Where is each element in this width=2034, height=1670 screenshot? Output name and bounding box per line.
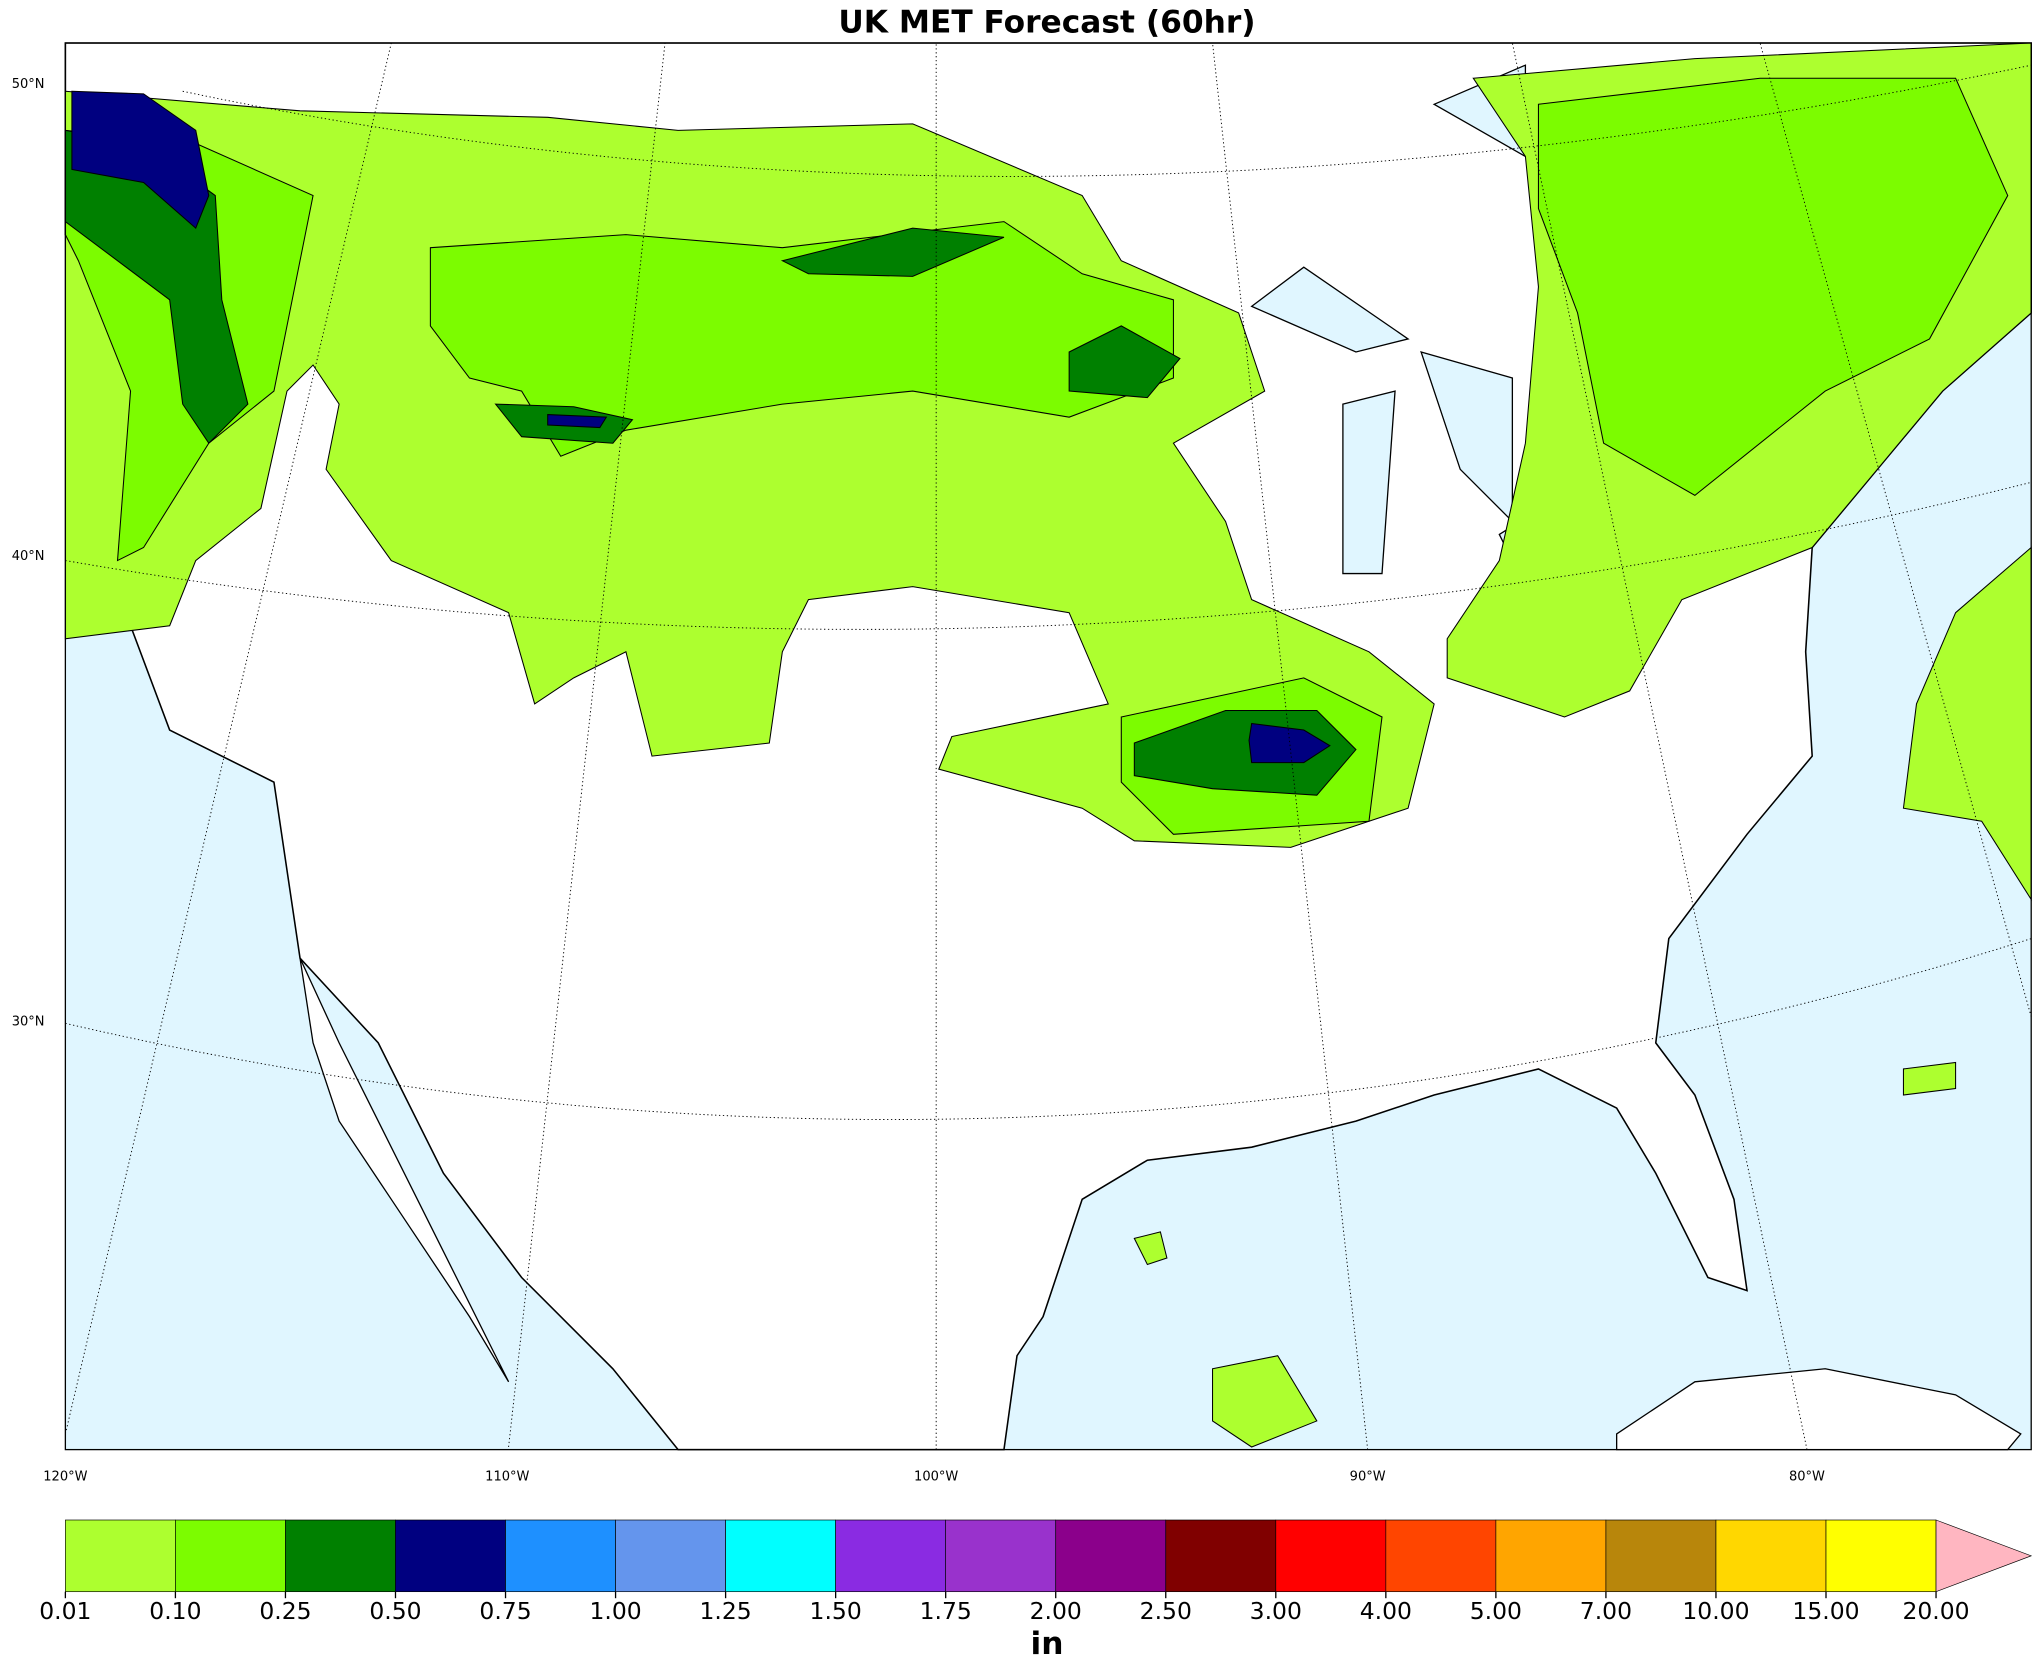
axis-labels: 50°N 40°N 30°N 120°W 110°W 100°W 90°W 80°W bbox=[12, 77, 1825, 1484]
colorbar-swatch bbox=[395, 1519, 506, 1593]
precipitation bbox=[64, 42, 2032, 1448]
colorbar-swatch bbox=[1275, 1519, 1387, 1593]
colorbar-tick-label: 2.50 bbox=[1140, 1597, 1192, 1625]
precip-0-01 bbox=[1133, 546, 2032, 1448]
colorbar-unit: in bbox=[1030, 1626, 1063, 1662]
colorbar-tick-label: 5.00 bbox=[1470, 1597, 1522, 1625]
colorbar: 0.01 0.10 0.25 0.50 0.75 1.00 1.25 1.50 1.75 2.00… bbox=[39, 1519, 2033, 1625]
baja bbox=[299, 957, 510, 1383]
colorbar-tick-label: 20.00 bbox=[1902, 1597, 1969, 1625]
colorbar-extend bbox=[1935, 1519, 2033, 1593]
colorbar-swatch bbox=[835, 1519, 947, 1593]
colorbar-tick-label: 1.75 bbox=[920, 1597, 972, 1625]
map bbox=[64, 42, 2032, 1451]
colorbar-tick-label: 0.10 bbox=[149, 1597, 201, 1625]
graticule bbox=[64, 42, 2032, 1450]
colorbar-tick-label: 1.50 bbox=[810, 1597, 862, 1625]
colorbar-tick-label: 7.00 bbox=[1580, 1597, 1632, 1625]
colorbar-swatch bbox=[1055, 1519, 1167, 1593]
colorbar-tick-label: 15.00 bbox=[1792, 1597, 1859, 1625]
colorbar-swatch bbox=[285, 1519, 396, 1593]
colorbar-tick-label: 0.75 bbox=[479, 1597, 531, 1625]
precip-0-50 bbox=[71, 90, 1331, 764]
colorbar-tick-label: 10.00 bbox=[1682, 1597, 1749, 1625]
colorbar-swatch bbox=[65, 1519, 176, 1593]
lon-label: 110°W bbox=[485, 1469, 529, 1484]
colorbar-swatch bbox=[615, 1519, 726, 1593]
colorbar-swatch bbox=[1605, 1519, 1717, 1593]
colorbar-swatch bbox=[725, 1519, 836, 1593]
colorbar-tick-label: 1.25 bbox=[699, 1597, 751, 1625]
map-frame bbox=[64, 42, 2032, 1451]
colorbar-swatch bbox=[1165, 1519, 1277, 1593]
colorbar-swatch bbox=[1495, 1519, 1607, 1593]
lon-label: 100°W bbox=[914, 1469, 958, 1484]
lon-label: 120°W bbox=[43, 1469, 87, 1484]
lon-label: 90°W bbox=[1350, 1469, 1386, 1484]
colorbar-tick-label: 1.00 bbox=[589, 1597, 641, 1625]
lat-label: 50°N bbox=[12, 77, 45, 92]
lon-label: 80°W bbox=[1789, 1469, 1825, 1484]
colorbar-tick-label: 0.25 bbox=[259, 1597, 311, 1625]
colorbar-swatch bbox=[945, 1519, 1057, 1593]
colorbar-swatch bbox=[175, 1519, 286, 1593]
lat-label: 30°N bbox=[12, 1015, 45, 1030]
precip-0-10 bbox=[64, 77, 2009, 835]
colorbar-tick-label: 2.00 bbox=[1030, 1597, 1082, 1625]
colorbar-swatch bbox=[505, 1519, 616, 1593]
colorbar-tick-label: 0.01 bbox=[39, 1597, 91, 1625]
colorbar-tick-label: 0.50 bbox=[369, 1597, 421, 1625]
lat-label: 40°N bbox=[12, 549, 45, 564]
colorbar-swatch bbox=[1715, 1519, 1827, 1593]
title: UK MET Forecast (60hr) bbox=[838, 4, 1255, 40]
colorbar-swatch bbox=[1825, 1519, 1937, 1593]
colorbar-tick-label: 4.00 bbox=[1360, 1597, 1412, 1625]
colorbar-swatch bbox=[1385, 1519, 1497, 1593]
colorbar-tick-label: 3.00 bbox=[1250, 1597, 1302, 1625]
